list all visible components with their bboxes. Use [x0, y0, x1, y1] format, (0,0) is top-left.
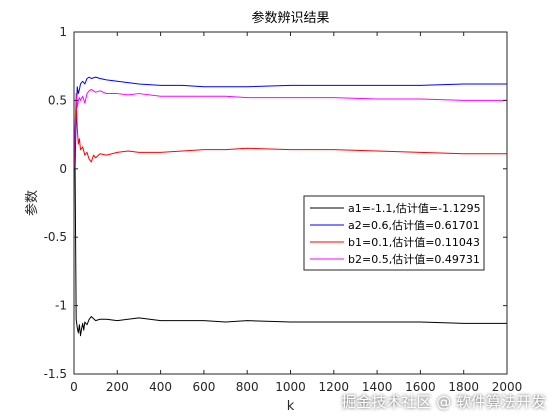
x-tick-label: 1600 — [405, 380, 436, 394]
x-tick-label: 1800 — [448, 380, 479, 394]
y-tick-label: -0.5 — [44, 230, 67, 244]
legend-label: a2=0.6,估计值=0.61701 — [348, 219, 480, 232]
legend-label: b1=0.1,估计值=0.11043 — [348, 236, 480, 249]
series-line-0 — [74, 168, 507, 337]
x-tick-label: 600 — [192, 380, 215, 394]
legend-label: a1=-1.1,估计值=-1.1295 — [348, 202, 481, 215]
x-tick-label: 1000 — [275, 380, 306, 394]
y-tick-label: 0.5 — [48, 93, 67, 107]
legend: a1=-1.1,估计值=-1.1295 a2=0.6,估计值=0.61701 b1=… — [303, 195, 485, 271]
series-line-2 — [73, 99, 507, 169]
y-tick-label: -1 — [55, 299, 67, 313]
chart-title: 参数辨识结果 — [251, 10, 329, 26]
x-tick-label: 400 — [149, 380, 172, 394]
x-axis-title: k — [287, 399, 295, 414]
legend-label: b2=0.5,估计值=0.49731 — [348, 253, 480, 266]
x-tick-label: 1200 — [319, 380, 350, 394]
x-tick-label: 800 — [236, 380, 259, 394]
axes-box — [73, 31, 508, 375]
x-tick-label: 200 — [106, 380, 129, 394]
series-line-3 — [73, 88, 507, 169]
x-tick-label: 0 — [70, 380, 78, 394]
y-axis-title: 参数 — [24, 190, 40, 216]
ticks-layer: 0 200 400 600 800 1000 1200 1400 1600 1800 2000 -1.… — [44, 25, 523, 394]
series-layer — [73, 76, 507, 337]
x-tick-label: 2000 — [492, 380, 523, 394]
y-tick-label: 0 — [59, 162, 67, 176]
y-tick-label: 1 — [59, 25, 67, 39]
y-tick-label: -1.5 — [44, 367, 67, 381]
watermark: 掘金技术社区 @ 软件算法开发 — [341, 393, 546, 411]
x-tick-label: 1400 — [362, 380, 393, 394]
series-line-1 — [74, 76, 507, 170]
